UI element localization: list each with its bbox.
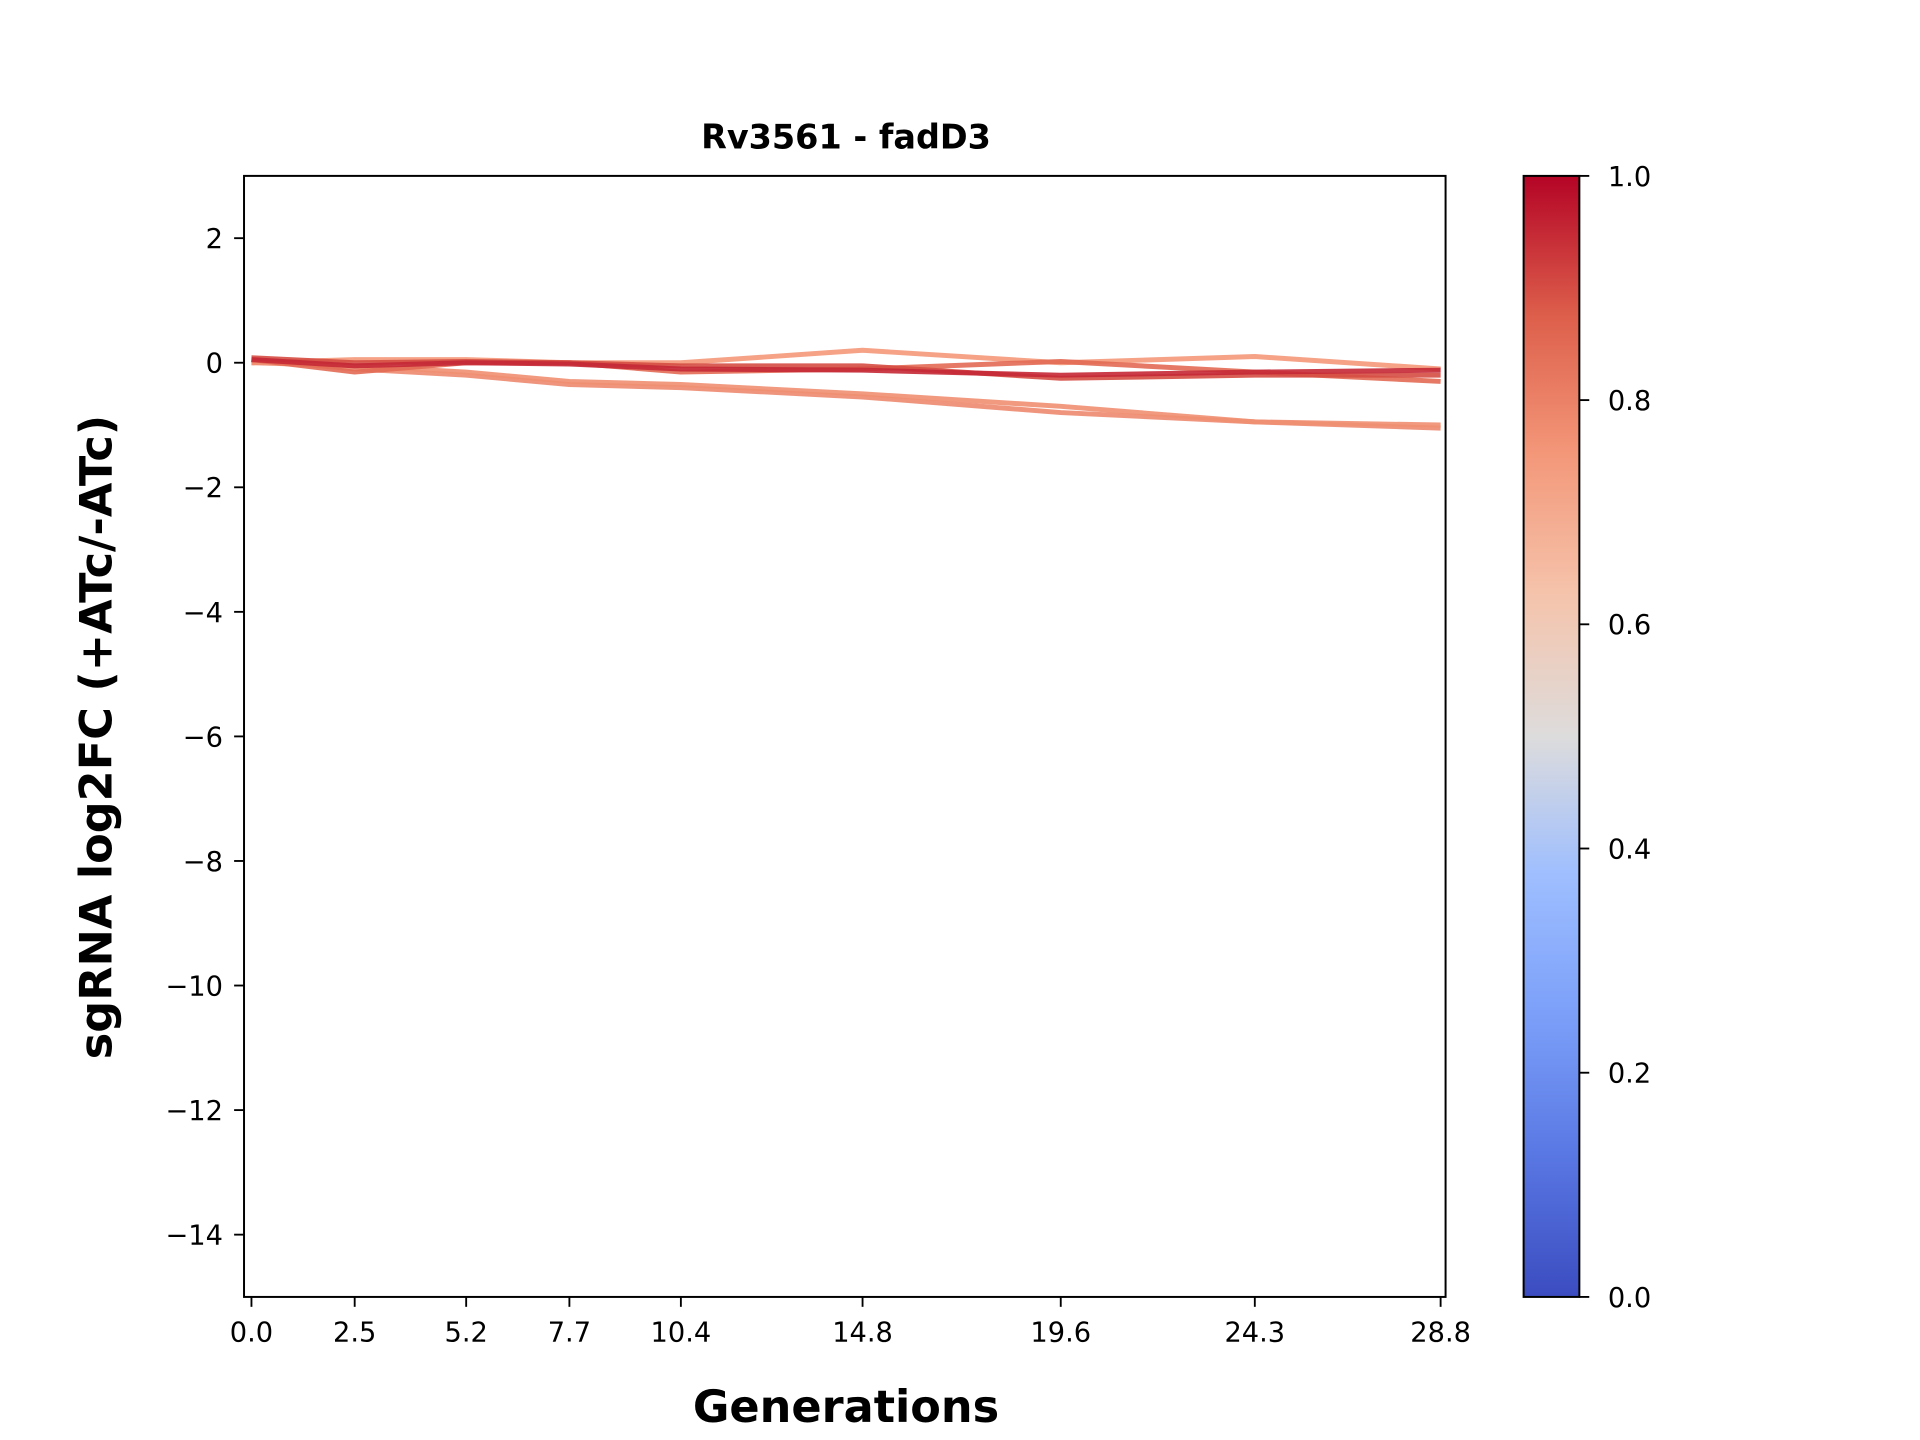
x-tick-label: 10.4 [651, 1318, 712, 1349]
colorbar-tick-label: 1.0 [1608, 162, 1651, 193]
y-tick-label: −6 [183, 722, 223, 753]
colorbar-tick-label: 0.8 [1608, 386, 1651, 417]
x-tick-label: 0.0 [230, 1318, 273, 1349]
colorbar [1522, 174, 1581, 1298]
x-axis: 0.0 2.5 5.2 7.7 10.4 14.8 19.6 24.3 28.8 [230, 1296, 1471, 1349]
y-tick-label: −14 [165, 1221, 223, 1252]
colorbar-tick-label: 0.6 [1608, 610, 1651, 641]
y-tick-label: −2 [183, 473, 223, 504]
series-line-4 [251, 357, 1441, 384]
colorbar-tick-label: 0.4 [1608, 834, 1651, 865]
colorbar-tick-label: 0.0 [1608, 1283, 1651, 1314]
x-tick-label: 28.8 [1410, 1318, 1471, 1349]
y-axis-label: sgRNA log2FC (+ATc/-ATc) [70, 415, 122, 1059]
series-line-6 [251, 357, 1441, 378]
series-lines [251, 347, 1441, 431]
x-tick-label: 19.6 [1030, 1318, 1091, 1349]
x-tick-label: 7.7 [548, 1318, 591, 1349]
y-axis: 2 0 −2 −4 −6 −8 −10 −12 −14 [165, 224, 245, 1252]
y-tick-label: −8 [183, 847, 223, 878]
plot-frame [243, 174, 1447, 1298]
y-tick-label: 2 [206, 224, 223, 255]
colorbar-tick-label: 0.2 [1608, 1059, 1651, 1090]
y-tick-label: −10 [165, 971, 223, 1002]
x-tick-label: 14.8 [832, 1318, 893, 1349]
chart-title: Rv3561 - fadD3 [701, 118, 991, 157]
x-tick-label: 5.2 [444, 1318, 487, 1349]
y-tick-label: 0 [206, 349, 223, 380]
series-line-5 [251, 355, 1441, 381]
colorbar-axis: 0.0 0.2 0.4 0.6 0.8 1.0 [1579, 162, 1651, 1314]
y-tick-label: −4 [183, 598, 223, 629]
x-axis-label: Generations [693, 1381, 999, 1433]
y-tick-label: −12 [165, 1096, 223, 1127]
x-tick-label: 24.3 [1224, 1318, 1285, 1349]
x-tick-label: 2.5 [333, 1318, 376, 1349]
series-line-1 [251, 347, 1441, 372]
